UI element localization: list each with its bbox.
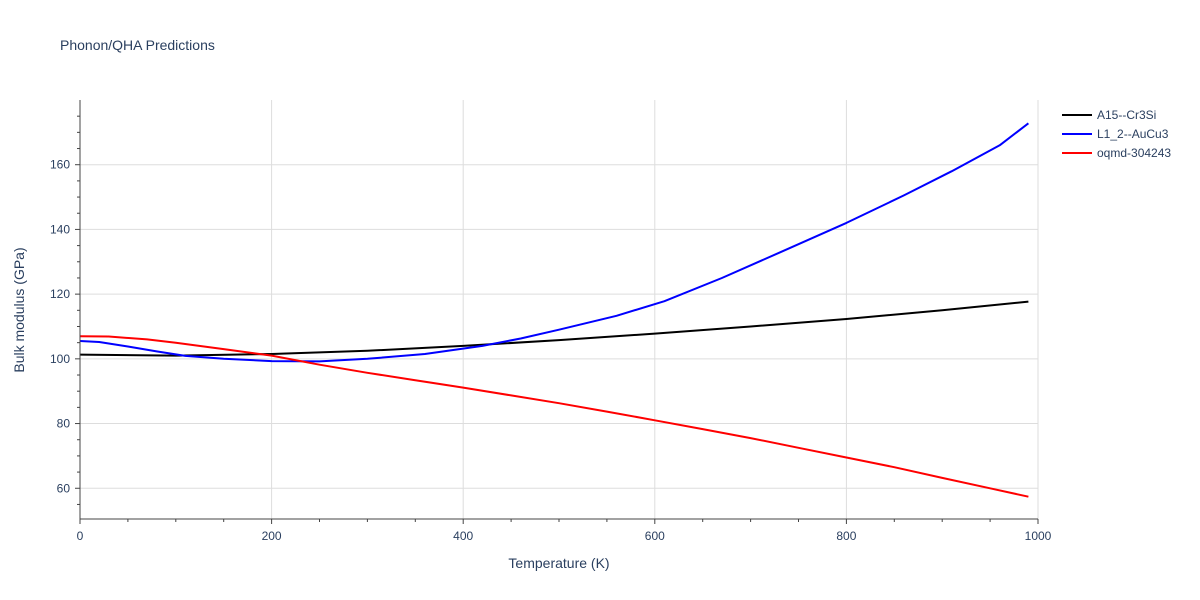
x-tick-label: 800 xyxy=(836,529,856,543)
legend-label[interactable]: A15--Cr3Si xyxy=(1097,108,1156,122)
y-tick-label: 100 xyxy=(50,352,70,366)
legend-label[interactable]: L1_2--AuCu3 xyxy=(1097,127,1169,141)
y-tick-label: 60 xyxy=(57,481,71,495)
legend: A15--Cr3Si L1_2--AuCu3 oqmd-304243 xyxy=(1062,108,1171,160)
x-tick-label: 200 xyxy=(262,529,282,543)
x-tick-label: 0 xyxy=(77,529,84,543)
axes: 0 200 400 600 800 1000 60 80 100 120 140 160 xyxy=(50,100,1052,543)
y-tick-label: 120 xyxy=(50,287,70,301)
series-line-A15--Cr3Si[interactable] xyxy=(79,300,1029,357)
x-tick-label: 600 xyxy=(645,529,665,543)
x-axis-title: Temperature (K) xyxy=(508,555,609,571)
x-tick-label: 1000 xyxy=(1025,529,1052,543)
grid xyxy=(80,100,1039,519)
x-tick-label: 400 xyxy=(453,529,473,543)
y-axis-title: Bulk modulus (GPa) xyxy=(11,247,27,372)
plot-area xyxy=(79,122,1030,498)
y-tick-label: 140 xyxy=(50,222,70,236)
y-tick-label: 160 xyxy=(50,158,70,172)
chart-title: Phonon/QHA Predictions xyxy=(60,37,215,53)
series-line-L1_2--AuCu3[interactable] xyxy=(79,122,1030,363)
y-tick-label: 80 xyxy=(57,417,71,431)
series-line-oqmd-304243[interactable] xyxy=(79,335,1029,498)
legend-label[interactable]: oqmd-304243 xyxy=(1097,146,1171,160)
